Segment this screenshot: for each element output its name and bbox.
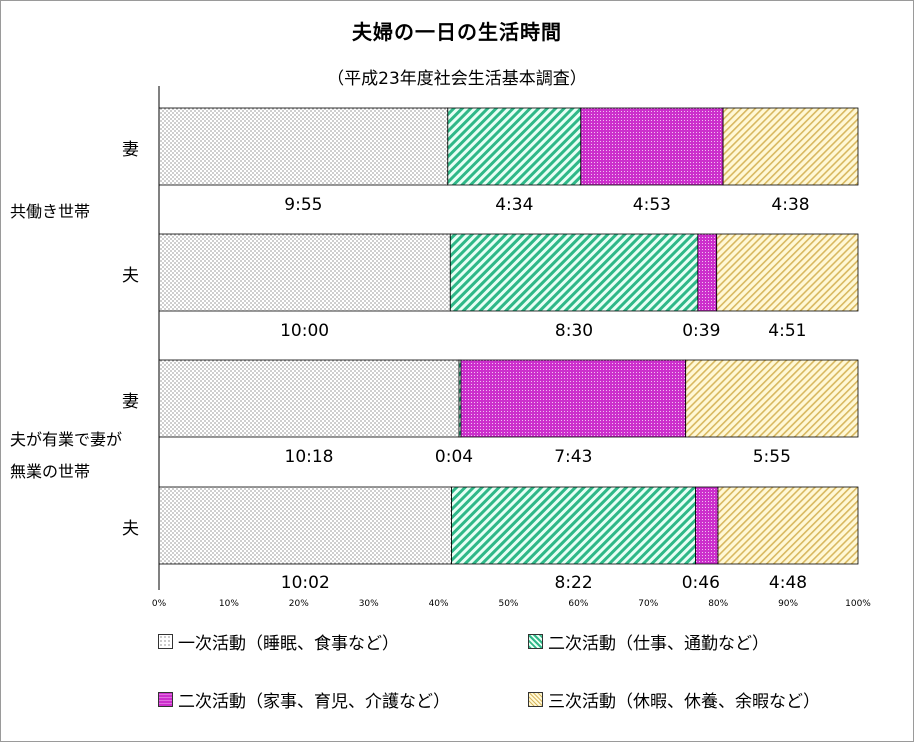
x-tick-label: 60% — [568, 599, 588, 609]
legend-item: 二次活動（家事、育児、介護など） — [158, 688, 450, 712]
bar-segment-2-2 — [460, 359, 686, 438]
x-tick-label: 100% — [845, 599, 871, 609]
x-tick-label: 80% — [708, 599, 728, 609]
category-label: 夫 — [122, 265, 139, 286]
data-label-2-0: 10:18 — [285, 447, 334, 467]
group-label: 無業の世帯 — [10, 462, 91, 481]
legend-label: 二次活動（家事、育児、介護など） — [178, 691, 450, 712]
bar-segment-3-1 — [451, 486, 697, 565]
data-label-0-1: 4:34 — [495, 195, 533, 215]
data-label-2-3: 5:55 — [753, 447, 791, 467]
bar-segment-1-0 — [158, 233, 451, 312]
bar-segment-0-0 — [158, 107, 449, 186]
legend-item: 二次活動（仕事、通勤など） — [528, 630, 769, 654]
bar-segment-0-1 — [447, 107, 582, 186]
data-label-3-1: 8:22 — [555, 573, 593, 593]
group-label: 共働き世帯 — [10, 202, 91, 221]
data-label-3-3: 4:48 — [769, 573, 807, 593]
x-tick-label: 10% — [219, 599, 239, 609]
legend-item: 一次活動（睡眠、食事など） — [158, 630, 399, 654]
bar-segment-2-0 — [158, 359, 460, 438]
data-label-2-1: 0:04 — [435, 447, 473, 467]
x-tick-label: 20% — [289, 599, 309, 609]
legend-swatch — [528, 633, 543, 649]
data-label-3-2: 0:46 — [682, 573, 720, 593]
chart-subtitle: （平成23年度社会生活基本調査） — [327, 69, 587, 89]
bar-segment-0-2 — [580, 107, 724, 186]
legend-swatch — [158, 633, 173, 649]
legend-swatch — [528, 691, 543, 707]
x-tick-label: 30% — [359, 599, 379, 609]
category-label: 妻 — [122, 391, 139, 412]
data-label-0-2: 4:53 — [633, 195, 671, 215]
legend-item: 三次活動（休暇、休養、余暇など） — [528, 688, 820, 712]
x-tick-label: 70% — [638, 599, 658, 609]
x-tick-label: 0% — [152, 599, 167, 609]
bar-segment-1-2 — [697, 233, 718, 312]
data-label-0-0: 9:55 — [284, 195, 322, 215]
legend-label: 二次活動（仕事、通勤など） — [548, 633, 769, 654]
data-label-2-2: 7:43 — [554, 447, 592, 467]
x-tick-label: 40% — [429, 599, 449, 609]
data-label-1-3: 4:51 — [768, 321, 806, 341]
bar-segment-1-3 — [716, 233, 859, 312]
legend-swatch — [158, 691, 173, 707]
data-label-1-0: 10:00 — [280, 321, 329, 341]
x-tick-label: 50% — [498, 599, 518, 609]
bar-segment-1-1 — [449, 233, 699, 312]
chart-title: 夫婦の一日の生活時間 — [352, 20, 562, 44]
category-label: 妻 — [122, 139, 139, 160]
data-label-0-3: 4:38 — [771, 195, 809, 215]
bar-segment-3-0 — [158, 486, 453, 565]
bar-segment-3-2 — [695, 486, 719, 565]
group-label: 夫が有業で妻が — [10, 430, 123, 449]
bar-segment-0-3 — [722, 107, 859, 186]
x-tick-label: 90% — [778, 599, 798, 609]
legend-label: 一次活動（睡眠、食事など） — [178, 633, 399, 654]
data-label-3-0: 10:02 — [281, 573, 330, 593]
data-label-1-1: 8:30 — [555, 321, 593, 341]
legend-label: 三次活動（休暇、休養、余暇など） — [548, 691, 820, 712]
data-label-1-2: 0:39 — [682, 321, 720, 341]
bar-segment-3-3 — [717, 486, 859, 565]
category-label: 夫 — [122, 518, 139, 539]
bar-segment-2-3 — [685, 359, 859, 438]
